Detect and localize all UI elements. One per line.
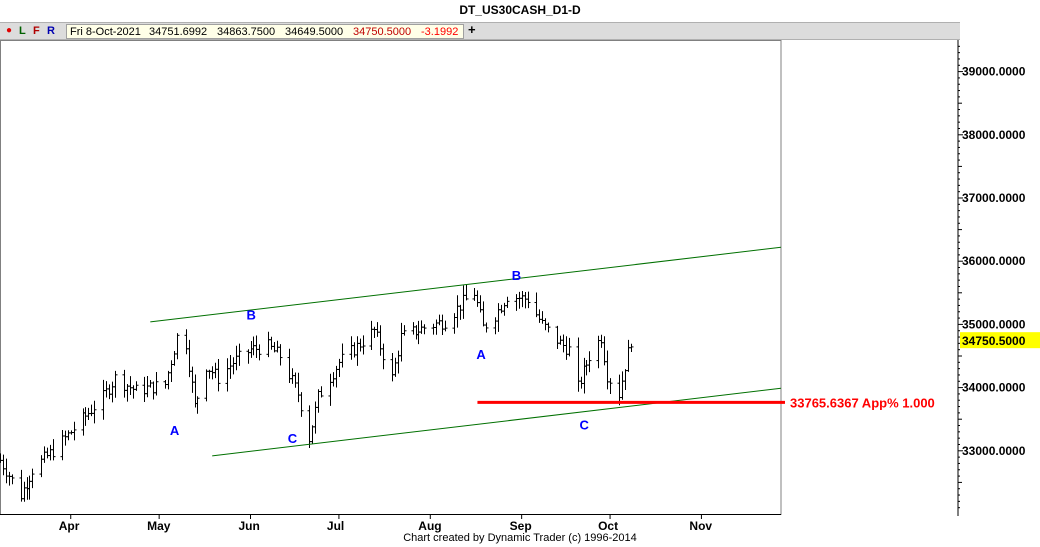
- price-bar: [381, 343, 386, 370]
- price-bar: [402, 325, 407, 336]
- wave-label: C: [580, 417, 590, 432]
- last-price-tag: [960, 332, 1040, 349]
- price-bar: [464, 284, 469, 301]
- change-value: -3.1992: [421, 26, 459, 38]
- price-bar: [257, 344, 262, 361]
- window-title: DT_US30CASH_D1-D: [0, 0, 1040, 20]
- x-tick-label: May: [147, 519, 171, 533]
- upper-channel-line[interactable]: [150, 246, 782, 323]
- y-tick-label: 33000.0000: [962, 444, 1026, 458]
- price-bar: [299, 392, 304, 417]
- crosshair-plus-icon[interactable]: +: [468, 22, 476, 37]
- wave-label: C: [288, 431, 298, 446]
- price-bar: [587, 351, 592, 373]
- open-value: 34751.6992: [149, 26, 208, 38]
- price-bar: [92, 400, 97, 424]
- low-value: 34649.5000: [285, 26, 344, 38]
- price-bar: [51, 439, 56, 461]
- price-bar: [484, 322, 489, 333]
- price-bar: [134, 381, 139, 391]
- x-tick-label: Apr: [59, 519, 80, 533]
- price-bar: [10, 474, 15, 485]
- lower-channel-line[interactable]: [212, 387, 782, 457]
- price-bar: [567, 337, 572, 357]
- y-tick-label: 35000.0000: [962, 317, 1026, 331]
- ohlc-readout: Fri 8-Oct-2021 34751.6992 34863.7500 346…: [66, 24, 464, 39]
- x-tick-label: Sep: [510, 519, 532, 533]
- footer-credit: Chart created by Dynamic Trader (c) 1996…: [403, 532, 637, 544]
- r-button[interactable]: R: [47, 25, 55, 37]
- wave-label: A: [476, 347, 486, 362]
- y-tick-label: 36000.0000: [962, 254, 1026, 268]
- y-tick-label: 37000.0000: [962, 191, 1026, 205]
- price-bar: [340, 343, 345, 368]
- x-tick-label: Nov: [689, 519, 712, 533]
- price-bar: [443, 320, 448, 332]
- price-bar: [361, 335, 366, 355]
- price-bar: [195, 396, 200, 414]
- price-bar: [175, 333, 180, 360]
- f-button[interactable]: F: [33, 25, 40, 37]
- bar-date: Fri 8-Oct-2021: [70, 26, 141, 38]
- price-bar: [505, 296, 510, 308]
- ohlc-info-bar: ● L F R Fri 8-Oct-2021 34751.6992 34863.…: [0, 22, 960, 40]
- y-tick-label: 38000.0000: [962, 128, 1026, 142]
- price-bar: [237, 343, 242, 366]
- x-tick-label: Oct: [598, 519, 618, 533]
- price-bar: [278, 344, 283, 366]
- x-tick-label: Aug: [418, 519, 441, 533]
- close-value: 34750.5000: [353, 26, 412, 38]
- plot-area: [0, 40, 782, 515]
- price-bar: [154, 371, 159, 396]
- l-button[interactable]: L: [19, 25, 26, 37]
- high-value: 34863.7500: [217, 26, 276, 38]
- price-bar: [526, 291, 531, 309]
- y-tick-label: 39000.0000: [962, 65, 1026, 79]
- x-tick-label: Jul: [327, 519, 344, 533]
- price-bar: [72, 421, 77, 441]
- y-tick-label: 34000.0000: [962, 381, 1026, 395]
- price-bar: [422, 324, 427, 335]
- price-bar: [30, 468, 35, 489]
- last-price-label: 34750.5000: [962, 334, 1026, 348]
- price-bar: [113, 370, 118, 398]
- target-level-label: 33765.6367 App% 1.000: [790, 395, 935, 410]
- price-bar: [216, 358, 221, 392]
- price-bar: [629, 343, 634, 352]
- price-bar: [319, 386, 324, 398]
- wave-label: B: [512, 268, 521, 283]
- wave-label: B: [247, 307, 256, 322]
- wave-label: A: [170, 423, 180, 438]
- x-tick-label: Jun: [239, 519, 260, 533]
- price-bar: [608, 378, 613, 395]
- red-dot-icon[interactable]: ●: [6, 25, 13, 36]
- price-bar: [546, 322, 551, 333]
